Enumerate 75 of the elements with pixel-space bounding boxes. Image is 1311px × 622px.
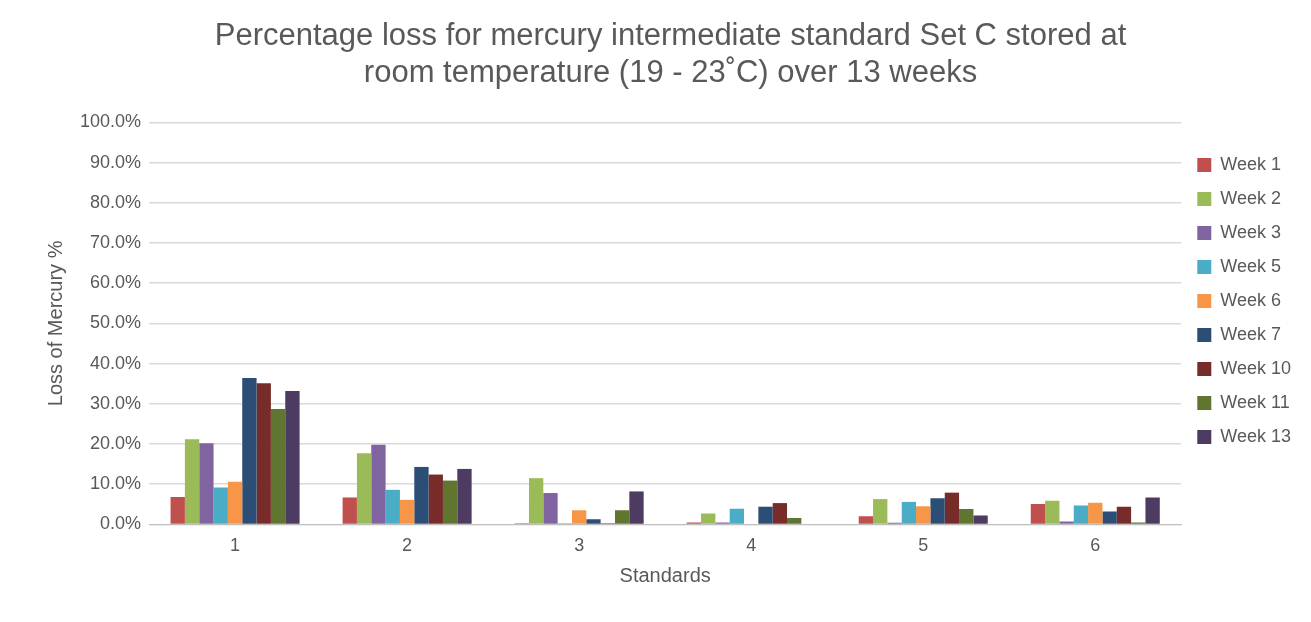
x-tick-label: 3 <box>574 535 585 556</box>
bar <box>959 509 974 524</box>
y-tick-label: 10.0% <box>90 473 142 494</box>
bar <box>1145 497 1160 524</box>
bar <box>571 510 587 524</box>
y-tick-label: 30.0% <box>90 392 142 413</box>
bar <box>586 519 601 524</box>
legend-label: Week 3 <box>1220 221 1281 242</box>
x-tick-label: 5 <box>918 535 929 556</box>
y-tick-label: 40.0% <box>90 352 142 373</box>
bar <box>442 480 458 524</box>
bar <box>528 478 544 524</box>
bar <box>199 443 214 524</box>
bar <box>170 497 185 524</box>
bar <box>758 506 773 524</box>
bar <box>270 409 286 524</box>
bar <box>227 481 243 524</box>
bar <box>701 513 716 524</box>
bar <box>901 501 917 524</box>
y-tick-label: 60.0% <box>90 272 142 293</box>
bar <box>944 492 960 524</box>
bar <box>285 390 300 524</box>
bar <box>256 383 271 524</box>
bar <box>614 510 630 524</box>
bar <box>1059 521 1074 524</box>
legend-label: Week 11 <box>1220 391 1290 412</box>
y-tick-label: 70.0% <box>90 231 142 252</box>
bar <box>242 378 257 524</box>
bar <box>1073 505 1089 524</box>
y-tick-label: 80.0% <box>90 191 142 212</box>
bar <box>1088 502 1103 524</box>
bar <box>342 497 357 524</box>
legend-label: Week 2 <box>1220 187 1281 208</box>
bar <box>428 474 443 524</box>
bar <box>973 515 988 524</box>
bar <box>930 498 945 524</box>
bar <box>858 516 874 524</box>
y-tick-label: 100.0% <box>79 111 142 132</box>
x-tick-label: 4 <box>746 535 757 556</box>
bar <box>385 489 400 524</box>
legend-label: Week 1 <box>1220 153 1281 174</box>
text: Percentage loss for mercury intermediate standard Set C stored at <box>214 17 1127 53</box>
bar <box>772 503 788 524</box>
bar <box>1102 511 1117 524</box>
legend-label: Week 6 <box>1220 289 1281 310</box>
text: room temperature (19 - 23˚C) over 13 weeks <box>363 54 978 90</box>
legend-label: Week 13 <box>1220 425 1292 446</box>
legend-label: Week 10 <box>1220 357 1292 378</box>
y-tick-label: 0.0% <box>100 513 142 534</box>
bar <box>1030 503 1046 524</box>
bar <box>543 493 558 524</box>
bar <box>414 466 429 524</box>
bar <box>629 491 644 524</box>
x-axis-title: Standards <box>619 563 711 586</box>
x-tick-label: 2 <box>402 535 413 556</box>
legend-label: Week 5 <box>1220 255 1281 276</box>
legend-label: Week 7 <box>1220 323 1281 344</box>
x-tick-label: 1 <box>230 535 241 556</box>
bar <box>371 444 386 524</box>
y-axis-title: Loss of Mercury % <box>43 240 66 407</box>
bar <box>457 468 472 524</box>
bar <box>916 506 931 524</box>
bar <box>213 487 228 524</box>
bar <box>1116 506 1132 524</box>
bar <box>873 499 888 524</box>
y-tick-label: 20.0% <box>90 432 142 453</box>
x-tick-label: 6 <box>1090 535 1101 556</box>
bar <box>1045 500 1060 524</box>
bar <box>356 453 372 524</box>
bar <box>399 499 415 524</box>
bar <box>729 508 745 524</box>
y-tick-label: 90.0% <box>90 151 142 172</box>
bar <box>184 439 200 524</box>
bar <box>787 517 802 524</box>
y-tick-label: 50.0% <box>90 312 142 333</box>
